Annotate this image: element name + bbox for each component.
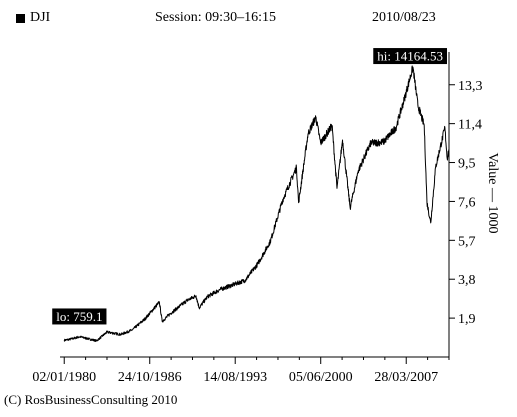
x-tick-label: 28/03/2007 xyxy=(374,370,438,385)
y-tick-label: 1,9 xyxy=(458,312,476,327)
legend-marker xyxy=(16,14,25,23)
high-annotation: hi: 14164.53 xyxy=(373,48,447,65)
x-axis-ticks: 02/01/1980 24/10/1986 14/08/1993 05/06/2000… xyxy=(32,357,450,385)
y-tick-label: 11,4 xyxy=(458,118,482,133)
symbol-label: DJI xyxy=(30,10,51,25)
low-annotation: lo: 759.1 xyxy=(52,308,107,325)
y-tick-label: 9,5 xyxy=(458,157,476,172)
credit-text: (C) RosBusinessConsulting 2010 xyxy=(4,392,178,407)
x-tick-label: 24/10/1986 xyxy=(118,370,182,385)
x-tick-label: 02/01/1980 xyxy=(32,370,96,385)
y-axis-ticks: 1,9 3,8 5,7 7,6 9,5 11,4 13,3 xyxy=(449,79,483,327)
annotation-label: hi: 14164.53 xyxy=(377,49,443,64)
y-tick-label: 5,7 xyxy=(458,234,476,249)
y-tick-label: 13,3 xyxy=(458,79,483,94)
x-tick-label: 05/06/2000 xyxy=(289,370,353,385)
annotation-box xyxy=(52,308,107,325)
y-tick-label: 3,8 xyxy=(458,273,476,288)
session-label: Session: 09:30–16:15 xyxy=(155,10,276,25)
price-line xyxy=(63,65,450,342)
y-axis-label: Value — 1000 xyxy=(485,153,500,234)
annotations: hi: 14164.53 lo: 759.1 xyxy=(52,48,447,325)
annotation-box xyxy=(373,48,447,65)
annotation-label: lo: 759.1 xyxy=(56,309,102,324)
date-label: 2010/08/23 xyxy=(372,10,436,25)
price-line-series xyxy=(63,65,450,342)
x-tick-label: 14/08/1993 xyxy=(203,370,267,385)
y-tick-label: 7,6 xyxy=(458,195,476,210)
